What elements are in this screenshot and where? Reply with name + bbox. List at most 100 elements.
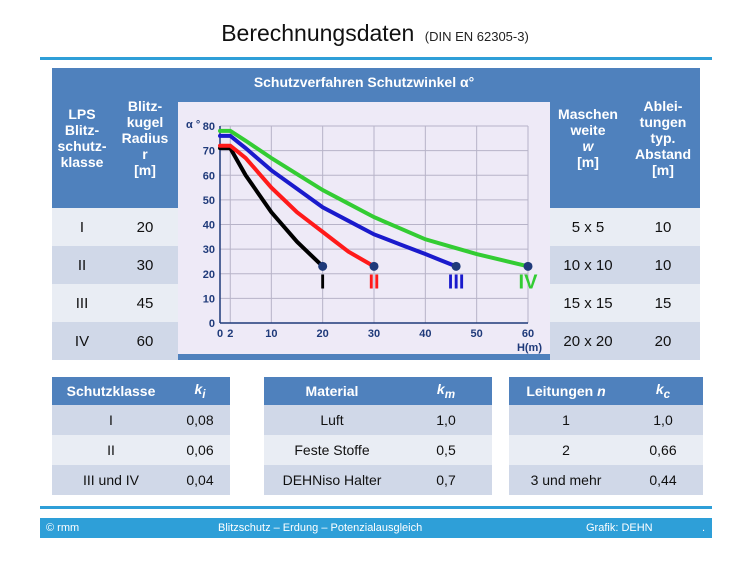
x-tick-label: 10 (265, 328, 277, 340)
ki-sub: i (202, 387, 206, 401)
x-tick-label: 20 (317, 328, 329, 340)
footer-copyright: © rmm (46, 522, 80, 534)
x-tick-label: 2 (227, 328, 233, 340)
series-label-IV: IV (519, 271, 539, 293)
ki-cell: 0,04 (170, 465, 230, 495)
km-header-k: km (400, 377, 492, 405)
hdr-spacing-4: Abstand (635, 146, 691, 162)
km-cell: DEHNiso Halter (264, 465, 400, 495)
hdr-mesh-1: Maschen (558, 106, 618, 122)
footer-credit: Grafik: DEHN (586, 522, 653, 534)
ki-cell: II (52, 435, 170, 465)
row-radius: 20 (112, 208, 178, 246)
bottom-divider (40, 506, 712, 509)
y-tick-label: 80 (203, 121, 215, 133)
hdr-mesh-3: w (582, 138, 594, 154)
km-cell: 0,5 (400, 435, 492, 465)
kc-table: Leitungen n kc 1 1,0 2 0,66 3 und mehr 0,44 (509, 377, 703, 495)
hdr-mesh-2: weite (570, 122, 606, 138)
series-line-IV (218, 128, 530, 269)
y-axis-label: α ° (186, 119, 200, 131)
row-mesh: 10 x 10 (550, 246, 626, 284)
chart-header: Schutzverfahren Schutzwinkel α° (253, 74, 475, 90)
km-cell: 1,0 (400, 405, 492, 435)
row-spacing: 10 (626, 246, 700, 284)
series-label-III: III (448, 271, 465, 293)
ki-cell: I (52, 405, 170, 435)
km-sub: m (444, 387, 456, 401)
series-endpoint-II (369, 261, 379, 271)
title-standard: (DIN EN 62305-3) (424, 29, 529, 44)
hdr-lps-4: klasse (60, 154, 104, 170)
table-row: 2 0,66 (509, 435, 703, 465)
hdr-radius-2: kugel (126, 114, 164, 130)
series-label-I: I (320, 271, 326, 293)
series-line-I (218, 146, 325, 269)
y-tick-label: 20 (203, 269, 215, 281)
km-cell: Feste Stoffe (264, 435, 400, 465)
header-lps-class: LPS Blitz- schutz- klasse (52, 68, 112, 208)
table-row: Feste Stoffe 0,5 (264, 435, 492, 465)
row-radius: 60 (112, 322, 178, 360)
y-tick-label: 10 (203, 293, 215, 305)
ki-k-symbol: k (194, 381, 203, 398)
table-row: I 0,08 (52, 405, 230, 435)
hdr-spacing-1: Ablei- (643, 98, 683, 114)
protection-angle-chart-cell: Schutzverfahren Schutzwinkel α° 0 10 20 30 4… (178, 68, 550, 360)
table-row: Luft 1,0 (264, 405, 492, 435)
row-radius: 30 (112, 246, 178, 284)
hdr-lps-1: LPS (68, 106, 96, 122)
row-spacing: 20 (626, 322, 700, 360)
ki-header-k: ki (170, 377, 230, 405)
kc-cell: 3 und mehr (509, 465, 623, 495)
footer-bar: © rmm Blitzschutz – Erdung – Potenzialau… (40, 518, 712, 538)
ki-table: Schutzklasse ki I 0,08 II 0,06 III und IV 0… (52, 377, 230, 495)
ki-cell: III und IV (52, 465, 170, 495)
table-row: 1 1,0 (509, 405, 703, 435)
row-class: I (52, 208, 112, 246)
hdr-lps-2: Blitz- (64, 122, 100, 138)
footer-topic: Blitzschutz – Erdung – Potenzialausgleic… (218, 522, 423, 534)
hdr-radius-4: r (142, 146, 148, 162)
top-divider (40, 57, 712, 60)
hdr-spacing-3: typ. (650, 130, 676, 146)
kc-cell: 0,44 (623, 465, 703, 495)
kc-sub: c (663, 387, 671, 401)
kc-n-symbol: n (597, 383, 606, 399)
y-tick-label: 50 (203, 195, 215, 207)
hdr-radius-5: [m] (134, 162, 156, 178)
hdr-lps-3: schutz- (57, 138, 107, 154)
ki-cell: 0,06 (170, 435, 230, 465)
series-endpoint-I (318, 261, 328, 271)
kc-cell: 0,66 (623, 435, 703, 465)
x-axis-label: H(m) (517, 342, 542, 354)
y-tick-label: 30 (203, 244, 215, 256)
y-tick-label: 40 (203, 220, 215, 232)
kc-cell: 1,0 (623, 405, 703, 435)
table-row: I 20 5 x 5 10 (52, 208, 700, 246)
slide-title: Berechnungsdaten (DIN EN 62305-3) (0, 20, 750, 47)
row-mesh: 15 x 15 (550, 284, 626, 322)
series-endpoint-IV (523, 261, 533, 271)
ki-header-class: Schutzklasse (52, 377, 170, 405)
km-cell: 0,7 (400, 465, 492, 495)
x-tick-label: 40 (419, 328, 431, 340)
kc-lines-label: Leitungen (526, 383, 594, 399)
header-radius: Blitz- kugel Radius r [m] (112, 68, 178, 208)
lps-main-table: LPS Blitz- schutz- klasse Blitz- kugel R… (52, 68, 700, 360)
y-tick-label: 0 (209, 318, 215, 330)
series-line-III (218, 133, 459, 269)
series-label-II: II (368, 271, 379, 293)
table-row: DEHNiso Halter 0,7 (264, 465, 492, 495)
row-class: III (52, 284, 112, 322)
table-row: IV 60 20 x 20 20 (52, 322, 700, 360)
series-endpoint-III (451, 261, 461, 271)
footer-dot: . (702, 522, 706, 534)
kc-header-lines: Leitungen n (509, 377, 623, 405)
y-tick-label: 60 (203, 170, 215, 182)
hdr-radius-1: Blitz- (127, 98, 163, 114)
hdr-mesh-4: [m] (577, 154, 599, 170)
kc-k-symbol: k (655, 381, 664, 398)
x-tick-label: 30 (368, 328, 380, 340)
